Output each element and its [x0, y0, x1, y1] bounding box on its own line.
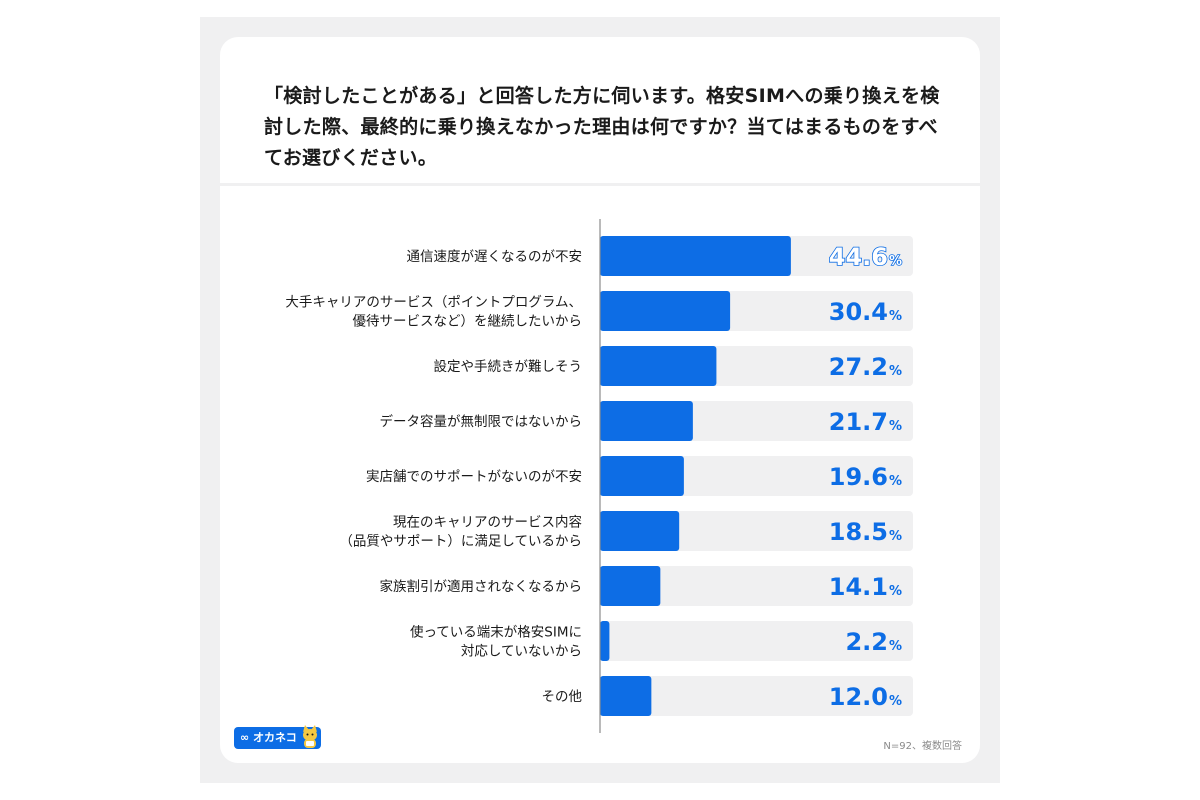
chart-card: 「検討したことがある」と回答した方に伺います。格安SIMへの乗り換えを検討した際… — [220, 37, 980, 763]
bar — [600, 511, 680, 551]
value-label: 12.0% — [829, 683, 902, 711]
sample-note: N=92、複数回答 — [883, 741, 962, 752]
bar-track — [600, 676, 913, 716]
bar — [600, 346, 717, 386]
category-label: 大手キャリアのサービス（ポイントプログラム、優待サービスなど）を継続したいから — [285, 295, 582, 330]
category-label: データ容量が無制限ではないから — [380, 413, 583, 430]
cat-mascot-icon — [302, 725, 317, 748]
category-label: 現在のキャリアのサービス内容（品質やサポート）に満足しているから — [339, 514, 582, 550]
bar — [600, 456, 684, 496]
category-label: 通信速度が遅くなるのが不安 — [407, 249, 583, 265]
bar-chart: 通信速度が遅くなるのが不安大手キャリアのサービス（ポイントプログラム、優待サービ… — [285, 219, 913, 733]
outer-frame: 「検討したことがある」と回答した方に伺います。格安SIMへの乗り換えを検討した際… — [200, 17, 1000, 783]
value-label: 18.5% — [829, 518, 902, 546]
header-divider — [220, 183, 980, 186]
category-label: 設定や手続きが難しそう — [434, 359, 583, 375]
bar-track — [600, 621, 913, 661]
value-label: 19.6% — [829, 463, 902, 491]
bar — [600, 291, 731, 331]
category-label: その他 — [542, 689, 583, 705]
bar — [600, 236, 791, 276]
brand-logo: ∞ オカネコ — [234, 725, 321, 749]
value-label: 2.2% — [845, 628, 902, 656]
bar-track — [600, 566, 913, 606]
bar — [600, 621, 610, 661]
question-title: 「検討したことがある」と回答した方に伺います。格安SIMへの乗り換えを検討した際… — [264, 85, 940, 169]
category-label: 家族割引が適用されなくなるから — [380, 578, 583, 595]
brand-logo-text: ∞ オカネコ — [240, 731, 297, 744]
value-label: 27.2% — [829, 353, 902, 381]
value-label: 30.4% — [829, 298, 902, 326]
bar — [600, 566, 661, 606]
value-label: 44.6% — [829, 243, 902, 271]
bar — [600, 676, 652, 716]
category-label: 実店舗でのサポートがないのが不安 — [366, 469, 582, 485]
value-label: 14.1% — [829, 573, 902, 601]
category-label: 使っている端末が格安SIMに対応していないから — [410, 624, 582, 660]
value-label: 21.7% — [829, 408, 902, 436]
bar — [600, 401, 693, 441]
